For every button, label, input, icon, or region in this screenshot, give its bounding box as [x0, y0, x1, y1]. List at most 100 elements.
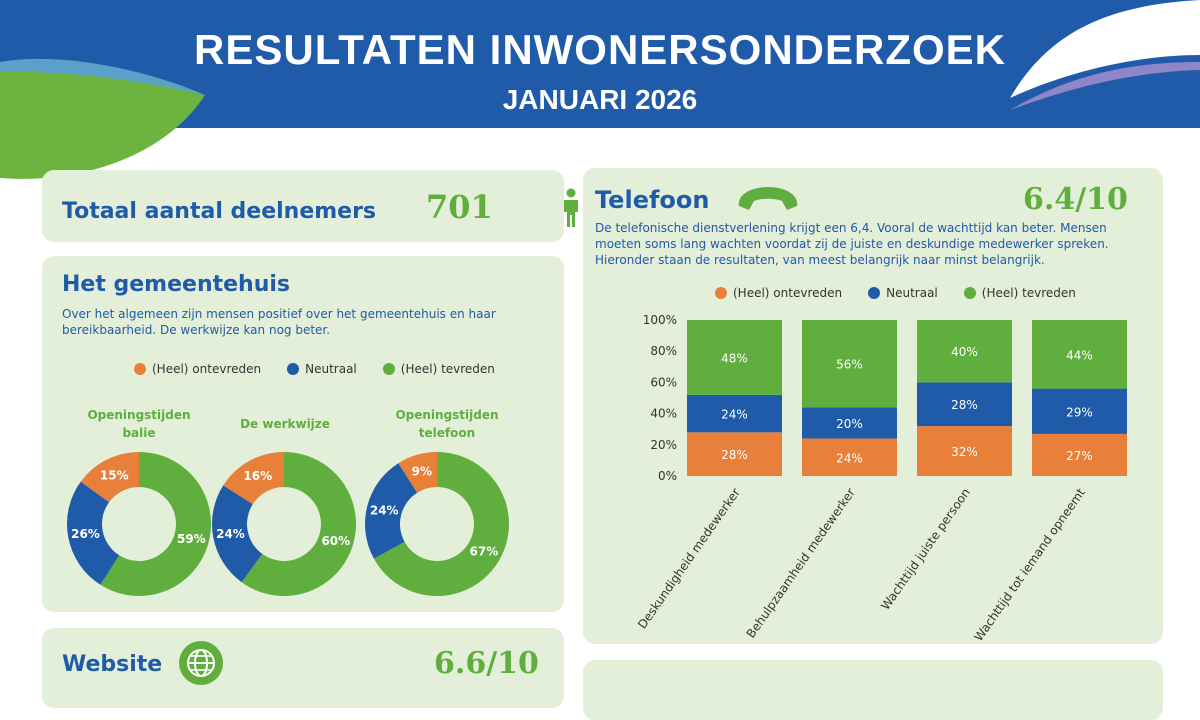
donut-slice-ontevreden: [398, 452, 437, 493]
legend-item-tevreden: (Heel) tevreden: [963, 286, 1076, 300]
y-tick-label: 100%: [643, 313, 677, 327]
bar-segment-neutraal: [917, 382, 1012, 427]
donut-chart-0: 59% 26% 15%: [67, 452, 212, 596]
gemeentehuis-legend: (Heel) ontevreden Neutraal (Heel) tevred…: [134, 362, 495, 376]
bar-segment-ontevreden: [1032, 433, 1127, 476]
donut-label-neutraal: 26%: [71, 527, 100, 541]
bar-value-label: 56%: [836, 358, 863, 372]
telefoon-title: Telefoon: [595, 186, 710, 214]
x-category-label: Wachttijd juiste persoon: [878, 486, 973, 613]
bar-value-label: 20%: [836, 417, 863, 431]
donut-title-werkwijze: De werkwijze: [240, 417, 330, 431]
page-header: RESULTATEN INWONERSONDERZOEK JANUARI 202…: [0, 0, 1200, 128]
bar-segment-ontevreden: [687, 432, 782, 476]
x-category-label: Deskundigheid medewerker: [635, 486, 743, 632]
donut-label-ontevreden: 16%: [243, 469, 272, 483]
bar-value-label: 44%: [1066, 348, 1093, 362]
legend-label: (Heel) ontevreden: [152, 362, 262, 376]
legend-item-ontevreden: (Heel) ontevreden: [134, 362, 261, 376]
gemeentehuis-card: Het gemeentehuis Over het algemeen zijn …: [42, 256, 564, 612]
legend-dot: [963, 287, 976, 299]
telefoon-desc-line: De telefonische dienstverlening krijgt e…: [595, 221, 1107, 235]
donut-title-openingstijden-telefoon: Openingstijden telefoon: [395, 408, 499, 440]
bar-value-label: 28%: [951, 398, 978, 412]
donut-label-neutraal: 24%: [370, 503, 399, 517]
x-category-label: Behulpzaamheid medewerker: [744, 486, 858, 641]
donut-label-ontevreden: 9%: [412, 465, 432, 479]
bar-segment-neutraal: [687, 394, 782, 433]
legend-item-ontevreden: (Heel) ontevreden: [715, 286, 842, 300]
gemeentehuis-desc-line: Over het algemeen zijn mensen positief o…: [62, 307, 496, 321]
donut-slice-tevreden: [373, 452, 509, 596]
legend-item-neutraal: Neutraal: [287, 362, 357, 376]
legend-dot: [868, 287, 881, 299]
participants-card: Totaal aantal deelnemers 701: [42, 170, 578, 242]
gemeentehuis-title: Het gemeentehuis: [62, 272, 291, 297]
donut-label-tevreden: 60%: [321, 534, 350, 548]
y-tick-label: 0%: [658, 469, 677, 483]
person-icon: [564, 188, 578, 227]
legend-dot: [134, 363, 146, 375]
phone-icon: [738, 187, 798, 210]
next-card: [583, 660, 1163, 720]
bar-value-label: 24%: [836, 451, 863, 465]
bar-segment-tevreden: [802, 320, 897, 408]
participants-value: 701: [426, 188, 493, 226]
donut-title-openingstijden-balie: Openingstijden balie: [87, 408, 191, 440]
y-tick-label: 20%: [650, 438, 677, 452]
legend-label: (Heel) ontevreden: [733, 286, 843, 300]
telefoon-desc-line: Hieronder staan de resultaten, van meest…: [595, 253, 1045, 267]
bar-segment-ontevreden: [802, 438, 897, 476]
page-subtitle: JANUARI 2026: [502, 84, 698, 115]
y-tick-label: 60%: [650, 375, 677, 389]
donut-slice-ontevreden: [80, 452, 139, 503]
legend-label: Neutraal: [886, 286, 938, 300]
legend-item-neutraal: Neutraal: [868, 286, 938, 300]
legend-item-tevreden: (Heel) tevreden: [382, 362, 495, 376]
gemeentehuis-desc-line: bereikbaarheid. De werkwijze kan nog bet…: [62, 323, 331, 337]
participants-label: Totaal aantal deelnemers: [62, 199, 377, 224]
telefoon-score: 6.4/10: [1023, 182, 1128, 217]
legend-label: Neutraal: [305, 362, 357, 376]
globe-icon: [179, 641, 223, 685]
donut-slice-tevreden: [241, 452, 356, 596]
bar-value-label: 28%: [721, 448, 748, 462]
bar-segment-ontevreden: [917, 426, 1012, 476]
donut-slice-ontevreden: [223, 452, 284, 505]
bar-segment-tevreden: [1032, 320, 1127, 389]
legend-dot: [287, 363, 300, 375]
website-score: 6.6/10: [434, 646, 539, 681]
website-title: Website: [62, 652, 163, 677]
legend-label: (Heel) tevreden: [981, 286, 1076, 300]
bar-value-label: 32%: [951, 445, 978, 459]
legend-label: (Heel) tevreden: [400, 362, 495, 376]
bar-segment-neutraal: [802, 407, 897, 439]
donut-label-tevreden: 59%: [177, 532, 206, 546]
website-card: Website 6.6/10: [42, 628, 564, 708]
donut-chart-2: 67% 24% 9%: [364, 452, 509, 596]
donut-charts: 59% 26% 15% 60% 24% 16% 67% 24% 9%: [67, 452, 509, 596]
legend-dot: [715, 287, 727, 299]
telefoon-legend: (Heel) ontevreden Neutraal (Heel) tevred…: [715, 286, 1076, 300]
telefoon-desc-line: moeten soms lang wachten voordat zij de …: [595, 237, 1109, 251]
stacked-bar-chart: 0% 20% 40% 60% 80% 100% 28% 24% 48% Deskundigheid…: [635, 313, 1127, 644]
donut-slice-neutraal: [67, 481, 120, 585]
page-title: RESULTATEN INWONERSONDERZOEK: [194, 26, 1006, 73]
y-tick-label: 80%: [650, 344, 677, 358]
donut-label-tevreden: 67%: [470, 545, 499, 559]
donut-slice-neutraal: [211, 485, 263, 583]
bar-value-label: 40%: [951, 345, 978, 359]
bar-segment-neutraal: [1032, 388, 1127, 434]
legend-dot: [382, 363, 395, 375]
bar-value-label: 48%: [721, 351, 748, 365]
bar-value-label: 29%: [1066, 405, 1093, 419]
x-category-label: Wachttijd tot iemand opneemt: [971, 485, 1088, 643]
bar-segment-tevreden: [687, 320, 782, 395]
donut-slice-neutraal: [364, 463, 418, 559]
bar-segment-tevreden: [917, 320, 1012, 383]
telefoon-card: Telefoon 6.4/10 De telefonische dienstve…: [583, 168, 1163, 644]
bar-value-label: 27%: [1066, 449, 1093, 463]
y-tick-label: 40%: [650, 407, 677, 421]
donut-label-neutraal: 24%: [216, 527, 245, 541]
telefoon-description: De telefonische dienstverlening krijgt e…: [595, 220, 1155, 268]
